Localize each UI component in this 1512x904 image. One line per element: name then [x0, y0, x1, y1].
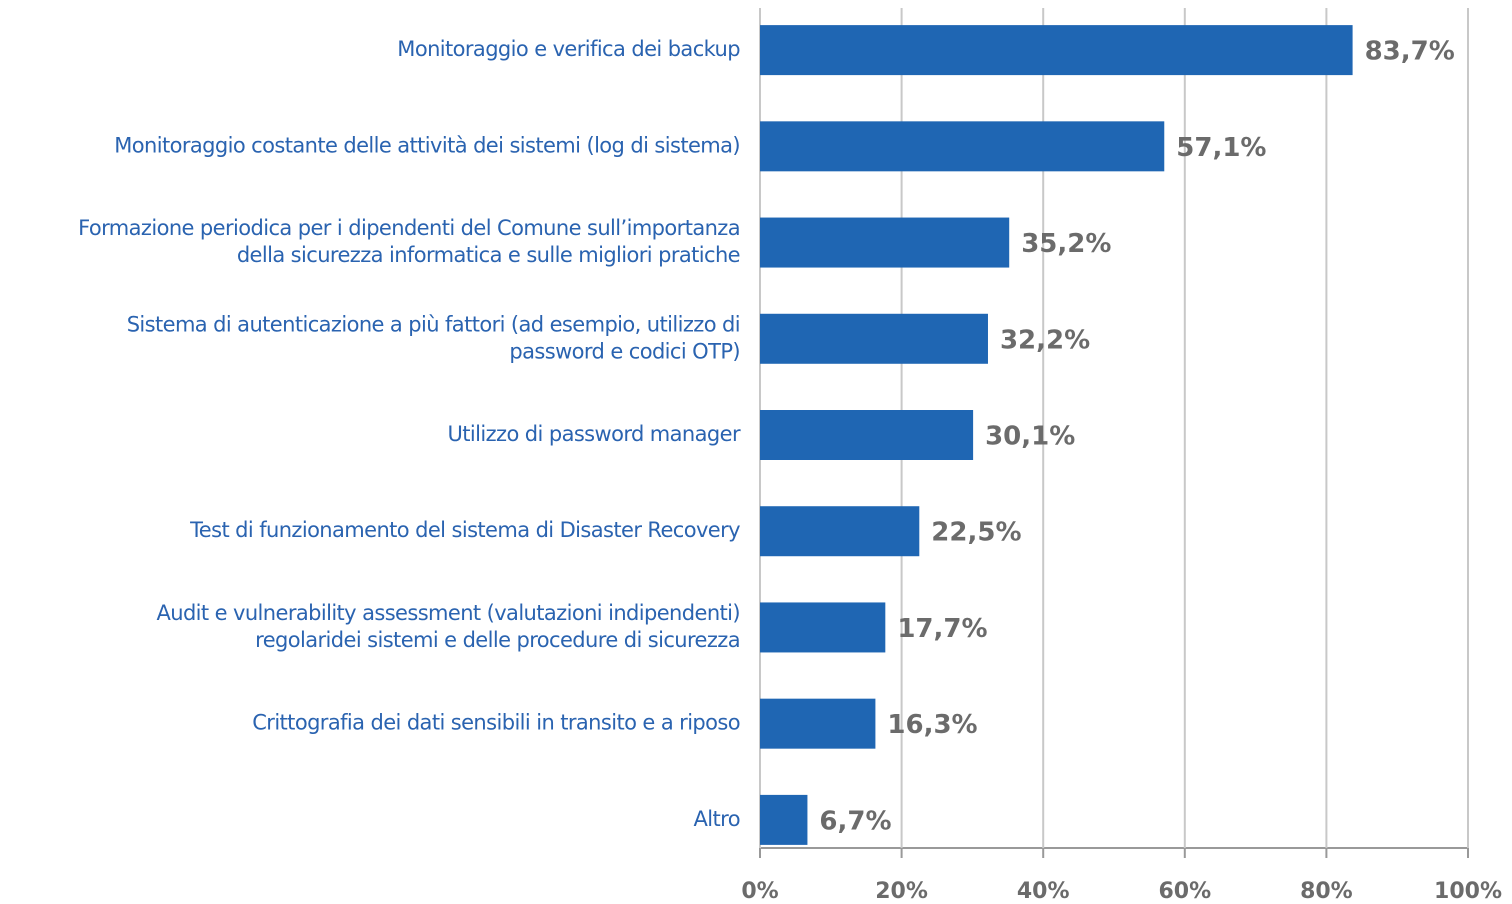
y-tick-label: Test di funzionamento del sistema di Dis… [189, 518, 740, 542]
y-tick-label: Monitoraggio e verifica dei backup [397, 37, 740, 61]
value-label: 17,7% [897, 614, 987, 644]
bar [760, 410, 974, 460]
bar [760, 698, 876, 749]
value-label: 57,1% [1176, 133, 1266, 163]
x-tick-label: 0% [741, 879, 778, 904]
y-tick-label: Formazione periodica per i dipendenti de… [78, 216, 740, 240]
x-tick-label: 100% [1434, 879, 1502, 904]
value-label: 6,7% [819, 806, 891, 836]
bar [760, 313, 988, 364]
bar [760, 602, 886, 653]
y-tick-label: della sicurezza informatica e sulle migl… [237, 243, 740, 267]
bar [760, 506, 920, 557]
bar [760, 25, 1353, 76]
y-tick-label: Monitoraggio costante delle attività dei… [114, 133, 740, 157]
x-tick-label: 80% [1300, 879, 1353, 904]
bar [760, 794, 808, 845]
value-label: 83,7% [1365, 37, 1455, 67]
x-tick-label: 20% [875, 879, 928, 904]
value-label: 35,2% [1021, 229, 1111, 259]
value-label: 32,2% [1000, 325, 1090, 355]
y-tick-label: Utilizzo di password manager [448, 422, 741, 446]
y-tick-label: password e codici OTP) [509, 339, 740, 363]
y-tick-label: Audit e vulnerability assessment (valuta… [156, 601, 740, 625]
y-tick-label: regolaridei sistemi e delle procedure di… [255, 628, 740, 652]
value-label: 22,5% [931, 518, 1021, 548]
value-label: 16,3% [887, 710, 977, 740]
x-tick-label: 40% [1017, 879, 1070, 904]
bar [760, 217, 1010, 268]
bar [760, 121, 1165, 172]
y-tick-label: Crittografia dei dati sensibili in trans… [252, 711, 740, 735]
value-label: 30,1% [985, 422, 1075, 452]
y-tick-label: Sistema di autenticazione a più fattori … [127, 312, 740, 336]
x-tick-label: 60% [1158, 879, 1211, 904]
y-tick-label: Altro [694, 807, 740, 831]
